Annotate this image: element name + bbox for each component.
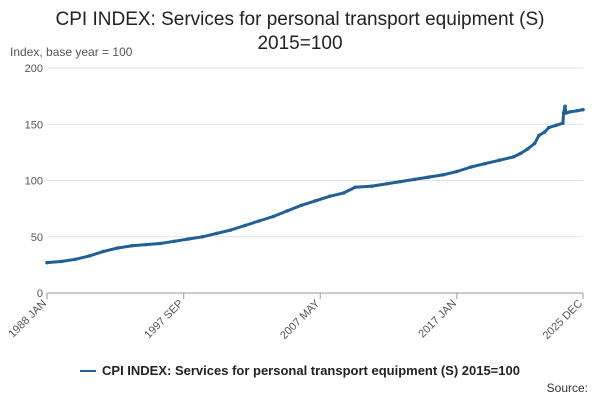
data-point (568, 110, 572, 114)
data-point (144, 242, 148, 247)
data-point (426, 175, 431, 179)
data-point (384, 182, 389, 186)
data-point (353, 185, 357, 190)
data-point (299, 203, 304, 208)
source-label: Source: (546, 381, 588, 395)
data-point (525, 147, 530, 151)
data-point (537, 133, 541, 138)
data-point (186, 237, 191, 241)
data-point (563, 104, 567, 109)
data-point (73, 257, 78, 262)
data-point (214, 231, 219, 236)
data-point (370, 184, 374, 188)
data-point (327, 194, 332, 199)
x-tick-label: 1988 JAN (6, 298, 49, 341)
data-point (313, 198, 318, 203)
legend-label: CPI INDEX: Services for personal transpo… (102, 363, 520, 378)
data-point (158, 241, 162, 246)
data-point (172, 239, 177, 244)
data-point (469, 165, 473, 169)
data-point (546, 125, 551, 130)
legend[interactable]: CPI INDEX: Services for personal transpo… (0, 363, 600, 378)
data-point (45, 260, 49, 265)
data-point (511, 155, 516, 159)
x-tick-label: 2025 DEC (541, 298, 585, 342)
data-point (257, 219, 261, 223)
data-point (200, 234, 205, 239)
data-point (440, 173, 445, 177)
data-point (564, 111, 568, 115)
data-point (532, 141, 537, 146)
chart-title: CPI INDEX: Services for personal transpo… (0, 8, 600, 56)
y-tick-label: 150 (25, 119, 43, 131)
data-point (412, 177, 417, 182)
data-point (561, 121, 565, 125)
chart-title-line-2: 2015=100 (257, 33, 343, 54)
data-point (130, 243, 134, 248)
x-tick-label: 1997 SEP (142, 298, 186, 342)
data-point (518, 151, 523, 156)
data-point (228, 228, 233, 232)
data-point (87, 254, 92, 258)
data-point (115, 246, 120, 250)
data-point (342, 191, 346, 195)
data-point (398, 179, 403, 184)
x-tick-label: 2017 JAN (416, 298, 459, 341)
data-point (271, 214, 275, 219)
legend-swatch-icon (80, 369, 97, 372)
data-point (497, 158, 502, 163)
data-point (285, 209, 290, 213)
data-point (59, 259, 63, 264)
data-point (581, 107, 585, 112)
y-tick-label: 50 (31, 232, 43, 244)
data-point (455, 169, 459, 174)
data-point (542, 130, 547, 134)
chart-title-line-1: CPI INDEX: Services for personal transpo… (55, 9, 545, 30)
data-point (575, 108, 579, 113)
y-tick-label: 0 (37, 288, 43, 300)
series-line (45, 104, 585, 265)
data-point (483, 161, 487, 166)
y-tick-label: 100 (25, 176, 43, 188)
x-tick-label: 2007 MAY (278, 297, 323, 342)
y-axis-caption: Index, base year = 100 (10, 45, 133, 59)
y-tick-label: 200 (25, 63, 43, 75)
data-point (243, 223, 247, 228)
data-point (101, 249, 106, 254)
data-point (554, 123, 558, 128)
